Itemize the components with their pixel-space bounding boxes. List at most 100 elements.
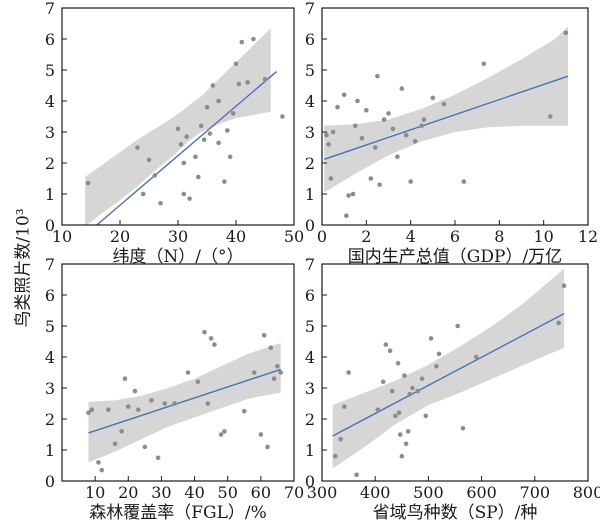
data-point xyxy=(326,142,331,147)
x-tick-label: 700 xyxy=(520,483,551,502)
y-tick-label: 0 xyxy=(305,472,315,491)
data-point xyxy=(236,81,242,87)
data-point xyxy=(335,104,340,110)
x-tick-label: 40 xyxy=(226,227,246,246)
data-point xyxy=(380,379,386,385)
x-tick-label: 8 xyxy=(494,227,504,246)
data-point xyxy=(125,404,131,409)
data-point xyxy=(185,370,191,375)
plot-area xyxy=(332,268,567,478)
y-tick-label: 7 xyxy=(305,0,315,18)
data-point xyxy=(172,401,177,406)
plot-area xyxy=(323,26,569,218)
data-point xyxy=(184,134,189,139)
data-point xyxy=(251,36,256,42)
data-point xyxy=(207,131,213,136)
y-tick-label: 2 xyxy=(45,154,55,173)
data-point xyxy=(405,429,411,434)
data-point xyxy=(419,123,425,129)
data-point xyxy=(387,348,393,354)
data-point xyxy=(146,157,152,163)
data-point xyxy=(218,432,224,437)
x-axis-title: 国内生产总值（GDP）/万亿 xyxy=(348,247,562,267)
x-tick-label: 20 xyxy=(110,227,130,246)
data-point xyxy=(350,191,356,197)
data-point xyxy=(251,370,257,375)
data-point xyxy=(119,429,124,434)
data-point xyxy=(278,370,284,375)
y-tick-label: 2 xyxy=(305,410,315,429)
data-point xyxy=(225,128,230,133)
data-point xyxy=(556,320,562,326)
data-point xyxy=(175,126,181,132)
y-tick-label: 3 xyxy=(45,123,55,142)
data-point xyxy=(193,154,198,160)
y-tick-label: 4 xyxy=(45,92,55,111)
data-point xyxy=(258,432,264,437)
data-point xyxy=(187,196,192,201)
data-point xyxy=(122,376,128,382)
data-point xyxy=(346,193,351,198)
y-tick-label: 7 xyxy=(305,255,315,274)
data-point xyxy=(395,154,400,160)
data-point xyxy=(280,114,285,119)
data-point xyxy=(377,182,382,187)
y-tick-label: 4 xyxy=(45,348,55,367)
data-point xyxy=(204,104,210,110)
y-tick-label: 6 xyxy=(45,30,55,49)
panel-species-count: 300 400 500 600 700 800 0 1 2 3 4 5 6 7 省域鸟种数（SP）/种 xyxy=(305,255,600,523)
data-point xyxy=(275,364,280,369)
data-point xyxy=(408,179,413,184)
data-point xyxy=(89,407,95,413)
y-tick-label: 7 xyxy=(45,255,55,274)
x-tick-label: 12 xyxy=(578,227,598,246)
data-point xyxy=(419,376,425,382)
x-tick-label: 10 xyxy=(85,483,105,502)
x-tick-label: 50 xyxy=(284,227,304,246)
y-tick-label: 5 xyxy=(305,61,315,80)
data-point xyxy=(198,123,204,129)
x-tick-label: 20 xyxy=(118,483,138,502)
data-point xyxy=(181,191,187,197)
y-tick-label: 6 xyxy=(305,286,315,305)
data-point xyxy=(434,364,439,369)
regression-line xyxy=(88,368,281,434)
axes-frame xyxy=(61,263,295,482)
y-tick-label: 4 xyxy=(305,92,315,111)
data-point xyxy=(96,460,101,465)
data-point xyxy=(241,408,247,414)
confidence-band xyxy=(324,26,568,193)
data-point xyxy=(338,436,343,442)
data-point xyxy=(441,101,447,107)
data-point xyxy=(383,342,389,347)
data-point xyxy=(407,391,413,397)
data-point xyxy=(461,179,467,184)
x-tick-label: 300 xyxy=(307,483,338,502)
data-point xyxy=(364,108,369,113)
data-point xyxy=(352,123,358,129)
data-point xyxy=(178,142,184,147)
x-tick-label: 40 xyxy=(184,483,204,502)
data-point xyxy=(140,191,146,197)
data-point xyxy=(181,160,187,166)
y-tick-label: 1 xyxy=(305,185,315,204)
data-point xyxy=(375,73,380,79)
data-point xyxy=(196,174,201,180)
data-point xyxy=(415,388,421,394)
data-point xyxy=(344,213,349,218)
data-point xyxy=(208,336,214,341)
data-point xyxy=(201,137,207,143)
data-point xyxy=(375,407,381,413)
x-tick-label: 4 xyxy=(406,227,416,246)
data-point xyxy=(460,426,466,431)
y-tick-label: 5 xyxy=(305,317,315,336)
data-point xyxy=(158,201,163,206)
data-point xyxy=(106,407,111,413)
x-tick-label: 2 xyxy=(361,227,371,246)
data-point xyxy=(85,180,91,186)
data-point xyxy=(393,413,398,419)
x-tick-label: 30 xyxy=(168,227,188,246)
x-axis-title: 纬度（N）/（°） xyxy=(112,247,243,267)
data-point xyxy=(412,139,418,144)
data-point xyxy=(396,410,402,416)
